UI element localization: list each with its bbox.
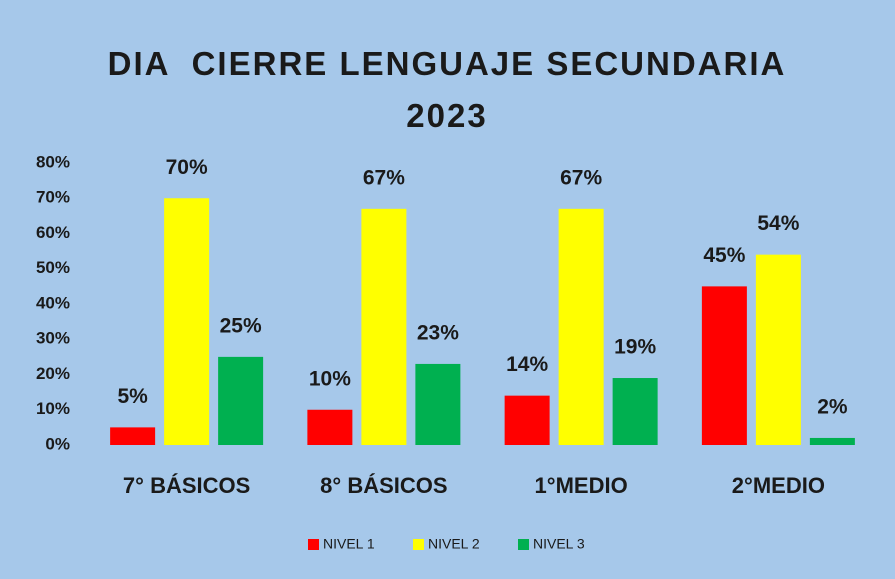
y-tick-label: 70% (36, 188, 70, 207)
y-tick-label: 30% (36, 329, 70, 348)
value-label: 14% (506, 353, 548, 376)
bar (612, 378, 658, 445)
bar (504, 395, 550, 445)
value-label: 54% (757, 212, 799, 235)
bar (164, 198, 210, 445)
y-tick-label: 40% (36, 293, 70, 312)
value-label: 5% (117, 385, 148, 408)
bar (415, 363, 461, 445)
bar (755, 254, 801, 445)
bar (558, 208, 604, 445)
y-tick-label: 0% (45, 434, 70, 453)
x-tick-label: 7° BÁSICOS (123, 473, 250, 498)
x-tick-label: 2°MEDIO (732, 473, 825, 498)
y-tick-label: 20% (36, 364, 70, 383)
x-tick-label: 8° BÁSICOS (320, 473, 447, 498)
y-tick-label: 50% (36, 258, 70, 277)
legend-swatch (413, 539, 424, 550)
y-tick-label: 60% (36, 223, 70, 242)
x-tick-label: 1°MEDIO (535, 473, 628, 498)
value-label: 23% (417, 321, 459, 344)
bar (361, 208, 407, 445)
value-label: 10% (309, 367, 351, 390)
value-label: 67% (560, 166, 602, 189)
y-tick-label: 10% (36, 399, 70, 418)
legend-swatch (308, 539, 319, 550)
bar (809, 437, 855, 445)
value-label: 2% (817, 395, 848, 418)
y-tick-label: 80% (36, 152, 70, 171)
value-label: 19% (614, 336, 656, 359)
chart-title: DIA CIERRE LENGUAJE SECUNDARIA 2023 (107, 45, 798, 134)
value-label: 70% (166, 156, 208, 179)
bar (307, 409, 353, 445)
legend-label: NIVEL 2 (428, 536, 480, 552)
legend-swatch (518, 539, 529, 550)
legend-label: NIVEL 1 (323, 536, 375, 552)
legend-label: NIVEL 3 (533, 536, 585, 552)
bar (218, 356, 264, 445)
value-label: 45% (703, 244, 745, 267)
value-label: 25% (220, 314, 262, 337)
value-label: 67% (363, 166, 405, 189)
bar (110, 427, 156, 445)
bar (701, 286, 747, 445)
